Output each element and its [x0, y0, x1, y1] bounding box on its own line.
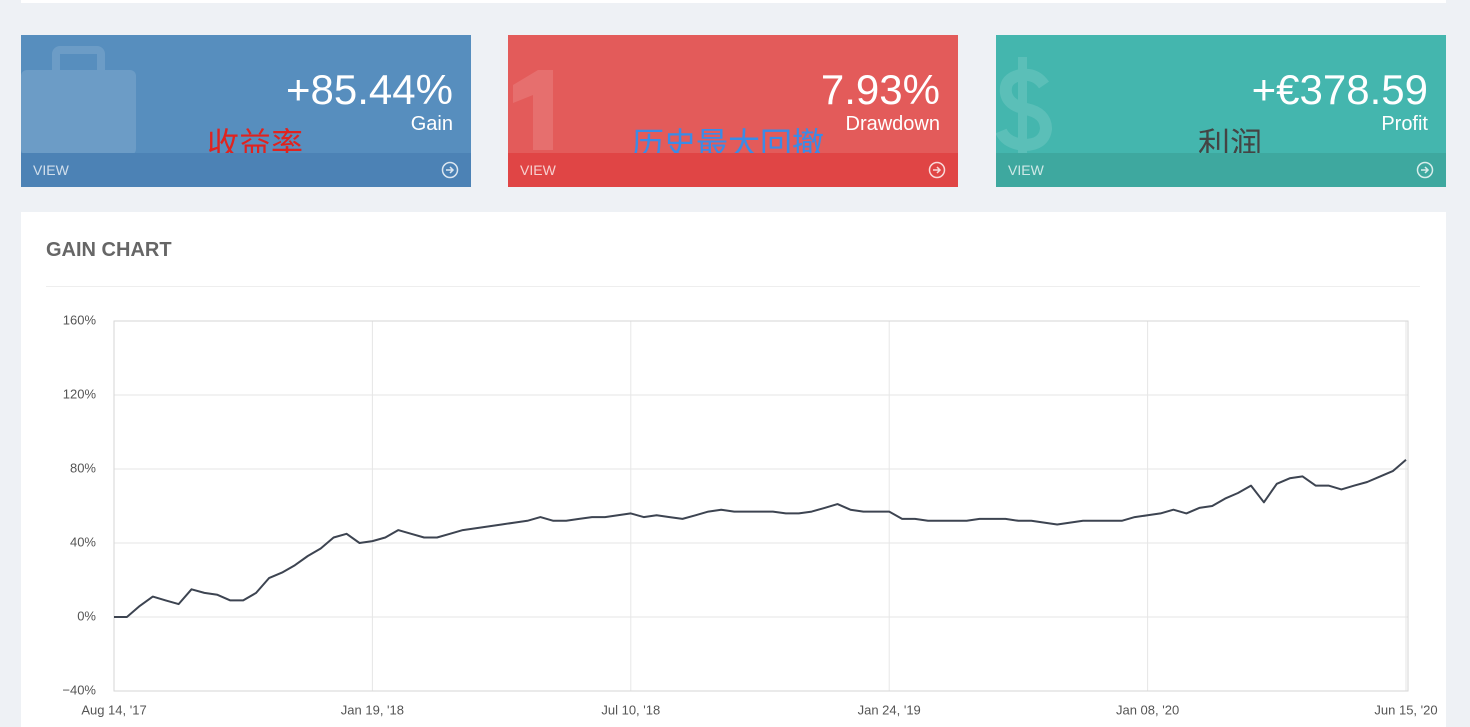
icon	[21, 46, 136, 155]
plot-border	[113, 320, 1409, 692]
x-tick-label: Jul 10, '18	[601, 702, 660, 717]
line	[114, 459, 1407, 618]
card-value: +85.44%	[286, 66, 453, 113]
arrow-icon	[928, 161, 946, 179]
arrow-icon	[441, 161, 459, 179]
arrow-icon	[1416, 161, 1434, 179]
x-tick-label: Jan 08, '20	[1116, 702, 1179, 717]
icon	[513, 70, 553, 150]
link-text: VIEW	[520, 162, 556, 178]
chart-panel: GAIN CHART −40% 0% 40% 80% 120% 160% Aug 14, '…	[21, 212, 1446, 727]
x-tick-label: Jan 24, '19	[858, 702, 921, 717]
x-tick-label: Aug 14, '17	[81, 702, 146, 717]
chart-title: GAIN CHART	[46, 239, 172, 261]
chart: −40% 0% 40% 80% 120% 160% Aug 14, '17 Jan 19, '…	[62, 312, 1437, 717]
y-tick-label: 80%	[70, 460, 96, 475]
link-text: VIEW	[1008, 162, 1044, 178]
profit-card: +€378.59 Profit 利润 VIEW	[996, 35, 1446, 187]
view-link[interactable]: VIEW	[996, 153, 1446, 187]
card-label: Profit	[1381, 113, 1428, 135]
divider	[46, 286, 1420, 287]
drawdown-card: 7.93% Drawdown 历史最大回撤 VIEW	[508, 35, 958, 187]
icon	[996, 57, 1053, 157]
view-link[interactable]: VIEW	[21, 153, 471, 187]
view-link[interactable]: VIEW	[508, 153, 958, 187]
card-label: Gain	[410, 113, 453, 135]
y-tick-label: 40%	[70, 534, 96, 549]
y-tick-label: −40%	[62, 682, 96, 697]
y-tick-label: 160%	[63, 312, 97, 327]
x-tick-label: Jan 19, '18	[341, 702, 404, 717]
gain-card: +85.44% Gain 收益率 VIEW	[21, 35, 471, 187]
y-tick-label: 120%	[63, 386, 97, 401]
card-value: +€378.59	[1251, 66, 1428, 113]
link-text: VIEW	[33, 162, 69, 178]
top-strip	[21, 0, 1446, 3]
card-value: 7.93%	[820, 66, 940, 113]
x-tick-label: Jun 15, '20	[1374, 702, 1437, 717]
y-tick-label: 0%	[77, 608, 96, 623]
card-label: Drawdown	[845, 113, 940, 135]
